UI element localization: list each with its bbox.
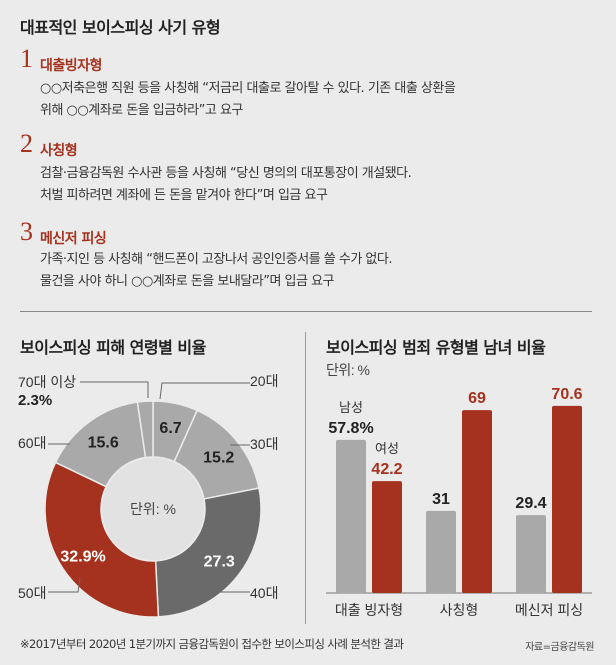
donut-category-label: 30대 <box>250 436 278 452</box>
donut-value-label: 2.3% <box>18 392 52 409</box>
type-desc-line: ○○저축은행 직원 등을 사칭해 “저금리 대출로 갈아탈 수 있다. 기존 대… <box>40 81 456 96</box>
donut-slice-40대 <box>154 487 262 618</box>
bar-value-label: 42.2 <box>371 461 402 478</box>
divider <box>20 311 592 312</box>
legend-label: 남성 <box>339 400 363 415</box>
leader-line <box>80 381 149 398</box>
divider-vertical <box>305 332 306 624</box>
donut-value-label: 32.9% <box>60 549 105 566</box>
type-title: 사칭형 <box>40 143 78 159</box>
donut-center <box>102 458 204 560</box>
source: 자료=금융감독원 <box>525 642 594 653</box>
type-desc-line: 물건을 사야 하니 ○○계좌로 돈을 보내달라”며 입금 요구 <box>40 274 335 289</box>
leader-line <box>48 577 81 593</box>
bar-여성 <box>552 405 582 593</box>
donut-category-label: 20대 <box>250 373 278 389</box>
donut-value-label: 15.6 <box>88 434 119 451</box>
bar-여성 <box>462 410 492 593</box>
bar-value-label: 57.8% <box>328 420 373 437</box>
type-desc-line: 위해 ○○계좌로 돈을 입금하라”고 요구 <box>40 103 243 118</box>
donut-title: 보이스피싱 피해 연령별 비율 <box>20 338 206 357</box>
donut-category-label: 70대 이상 <box>18 374 76 390</box>
bar-여성 <box>372 481 402 593</box>
bar-남성 <box>426 510 456 593</box>
leader-line <box>159 382 250 400</box>
bar-title: 보이스피싱 범죄 유형별 남녀 비율 <box>326 338 546 357</box>
donut-center-label: 단위: % <box>130 501 176 517</box>
type-number: 1 <box>20 44 33 73</box>
x-tick-label: 사칭형 <box>440 602 479 618</box>
donut-value-label: 27.3 <box>204 554 235 571</box>
type-title: 대출빙자형 <box>40 58 102 74</box>
bar-value-label: 29.4 <box>515 495 546 512</box>
donut-category-label: 40대 <box>250 585 278 601</box>
page-title: 대표적인 보이스피싱 사기 유형 <box>20 18 221 37</box>
type-number: 3 <box>20 217 33 246</box>
bar-value-label: 31 <box>432 491 450 508</box>
type-desc-line: 가족·지인 등 사칭해 “핸드폰이 고장나서 공인인증서를 쓸 수가 없다. <box>40 252 392 267</box>
type-title: 메신저 피싱 <box>40 231 107 247</box>
bar-남성 <box>516 515 546 593</box>
x-tick-label: 대출 빙자형 <box>335 602 403 618</box>
bar-unit: 단위: % <box>326 362 370 378</box>
donut-slice-70대 이상 <box>136 400 154 459</box>
donut-value-label: 6.7 <box>159 420 181 437</box>
type-desc-line: 검찰·금융감독원 수사관 등을 사칭해 “당신 명의의 대포통장이 개설됐다. <box>40 166 412 181</box>
type-number: 2 <box>20 129 33 158</box>
bar-value-label: 70.6 <box>551 386 582 403</box>
legend-label: 여성 <box>375 441 399 456</box>
donut-category-label: 50대 <box>18 585 46 601</box>
type-desc-line: 처벌 피하려면 계좌에 든 돈을 맡겨야 한다”며 입금 요구 <box>40 188 328 203</box>
donut-slice-50대 <box>44 461 160 618</box>
donut-value-label: 15.2 <box>203 450 234 467</box>
donut-category-label: 60대 <box>18 435 46 451</box>
bar-value-label: 69 <box>468 390 486 407</box>
x-tick-label: 메신저 피싱 <box>515 602 583 618</box>
bar-남성 <box>336 439 366 593</box>
footnote: ※2017년부터 2020년 1분기까지 금융감독원이 접수한 보이스피싱 사례… <box>20 637 404 651</box>
